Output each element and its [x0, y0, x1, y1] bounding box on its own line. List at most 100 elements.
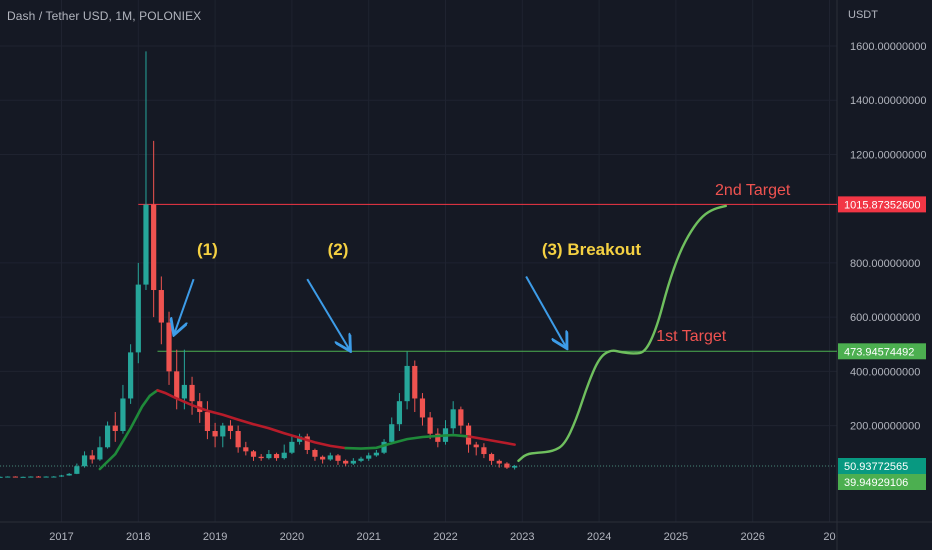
candle-body-62[interactable]: [473, 444, 479, 448]
candle-body-10[interactable]: [74, 466, 80, 474]
candle-body-4[interactable]: [28, 476, 34, 478]
price-tag-0[interactable]: [838, 196, 926, 213]
candle-body-29[interactable]: [220, 425, 226, 437]
candle-body-7[interactable]: [51, 476, 57, 478]
candle-body-15[interactable]: [112, 425, 118, 432]
candle-body-43[interactable]: [327, 455, 333, 460]
candle-body-38[interactable]: [289, 441, 295, 453]
price-tag-label-0: 1015.87352600: [844, 199, 920, 211]
x-tick-label-6: 2023: [510, 531, 534, 543]
ma-line-green-2[interactable]: [344, 433, 470, 450]
candle-body-21[interactable]: [158, 290, 164, 323]
candle-body-8[interactable]: [58, 475, 65, 477]
candle-body-41[interactable]: [312, 449, 318, 457]
price-tag-2[interactable]: [838, 458, 926, 474]
candle-body-6[interactable]: [43, 476, 49, 478]
candle-body-50[interactable]: [381, 441, 387, 453]
y-tick-label-0: 1600.00000000: [850, 41, 926, 53]
candle-body-51[interactable]: [389, 424, 395, 442]
candle-body-16[interactable]: [120, 398, 126, 432]
annotation-arrow-1[interactable]: [306, 278, 349, 349]
candle-body-30[interactable]: [227, 425, 234, 432]
candle-body-14[interactable]: [104, 425, 111, 448]
ma-line-green[interactable]: [98, 389, 159, 471]
annotation-label-4[interactable]: 1st Target: [656, 328, 727, 345]
candle-body-35[interactable]: [266, 454, 272, 459]
annotation-label-2[interactable]: (3) Breakout: [542, 240, 642, 259]
projection-curve[interactable]: [517, 204, 728, 463]
candle-body-25[interactable]: [189, 384, 195, 402]
candle-body-20[interactable]: [151, 204, 157, 291]
y-tick-label-4: 600.00000000: [850, 312, 920, 324]
price-tag-1[interactable]: [838, 343, 926, 360]
candle-body-22[interactable]: [166, 322, 172, 372]
candle-body-32[interactable]: [243, 447, 249, 452]
price-tag-3[interactable]: [838, 474, 926, 490]
annotation-label-1[interactable]: (2): [328, 240, 349, 259]
candle-body-66[interactable]: [504, 463, 510, 468]
candle-body-56[interactable]: [427, 417, 433, 434]
y-tick-label-6: 200.00000000: [850, 421, 920, 433]
candle-body-13[interactable]: [97, 447, 103, 460]
candle-body-12[interactable]: [89, 455, 95, 460]
candle-body-47[interactable]: [358, 458, 364, 461]
x-tick-label-5: 2022: [433, 531, 457, 543]
x-tick-label-1: 2018: [126, 531, 150, 543]
candle-body-11[interactable]: [81, 455, 88, 467]
candle-body-1[interactable]: [5, 476, 11, 478]
candle-body-54[interactable]: [412, 365, 418, 399]
candle-body-33[interactable]: [250, 451, 257, 457]
candle-body-42[interactable]: [320, 456, 326, 460]
candle-body-48[interactable]: [366, 455, 372, 459]
x-tick-label-9: 2026: [740, 531, 764, 543]
y-tick-label-1: 1400.00000000: [850, 95, 926, 107]
x-tick-label-2: 2019: [203, 531, 227, 543]
candle-body-67[interactable]: [512, 465, 518, 468]
candle-body-18[interactable]: [135, 284, 141, 353]
symbol-title[interactable]: Dash / Tether USD, 1M, POLONIEX: [7, 9, 202, 23]
candle-body-19[interactable]: [143, 204, 149, 285]
candle-body-34[interactable]: [258, 456, 264, 459]
candle-body-52[interactable]: [396, 401, 403, 425]
candle-body-44[interactable]: [335, 455, 341, 461]
price-tag-label-3: 39.94929106: [844, 477, 908, 489]
candle-body-28[interactable]: [212, 431, 218, 437]
annotation-label-0[interactable]: (1): [197, 240, 218, 259]
price-tag-label-2: 50.93772565: [844, 461, 908, 473]
candle-body-60[interactable]: [458, 409, 464, 426]
candle-body-63[interactable]: [481, 447, 487, 455]
candle-body-64[interactable]: [488, 454, 495, 461]
annotation-label-3[interactable]: 2nd Target: [715, 182, 791, 199]
candle-body-61[interactable]: [465, 425, 472, 445]
candle-body-45[interactable]: [343, 460, 349, 464]
candle-body-5[interactable]: [35, 476, 42, 478]
candle-body-40[interactable]: [304, 436, 310, 450]
candle-body-57[interactable]: [435, 433, 441, 442]
candle-body-31[interactable]: [235, 431, 241, 448]
candle-body-37[interactable]: [281, 452, 287, 459]
candle-body-55[interactable]: [419, 398, 426, 418]
candle-body-0[interactable]: [0, 476, 3, 478]
ma-line-red-2[interactable]: [467, 435, 516, 446]
candle-body-27[interactable]: [204, 412, 211, 432]
x-tick-label-7: 2024: [587, 531, 611, 543]
candle-body-36[interactable]: [273, 454, 280, 459]
candle-body-3[interactable]: [20, 476, 26, 478]
candle-body-46[interactable]: [350, 460, 356, 464]
candle-body-53[interactable]: [404, 365, 410, 402]
candle-body-17[interactable]: [128, 352, 134, 399]
candle-body-65[interactable]: [496, 460, 502, 464]
annotation-arrow-0[interactable]: [174, 278, 195, 333]
y-tick-label-2: 1200.00000000: [850, 149, 926, 161]
candle-body-9[interactable]: [66, 473, 72, 476]
x-tick-label-0: 2017: [49, 531, 73, 543]
candle-body-24[interactable]: [181, 384, 187, 399]
candle-body-2[interactable]: [12, 476, 19, 478]
ma-line-red[interactable]: [156, 389, 347, 450]
candle-body-49[interactable]: [373, 452, 379, 456]
annotation-arrow-2[interactable]: [525, 275, 566, 346]
candle-body-59[interactable]: [450, 409, 456, 429]
candle-body-23[interactable]: [174, 371, 180, 399]
axis-unit-label: USDT: [848, 9, 878, 21]
